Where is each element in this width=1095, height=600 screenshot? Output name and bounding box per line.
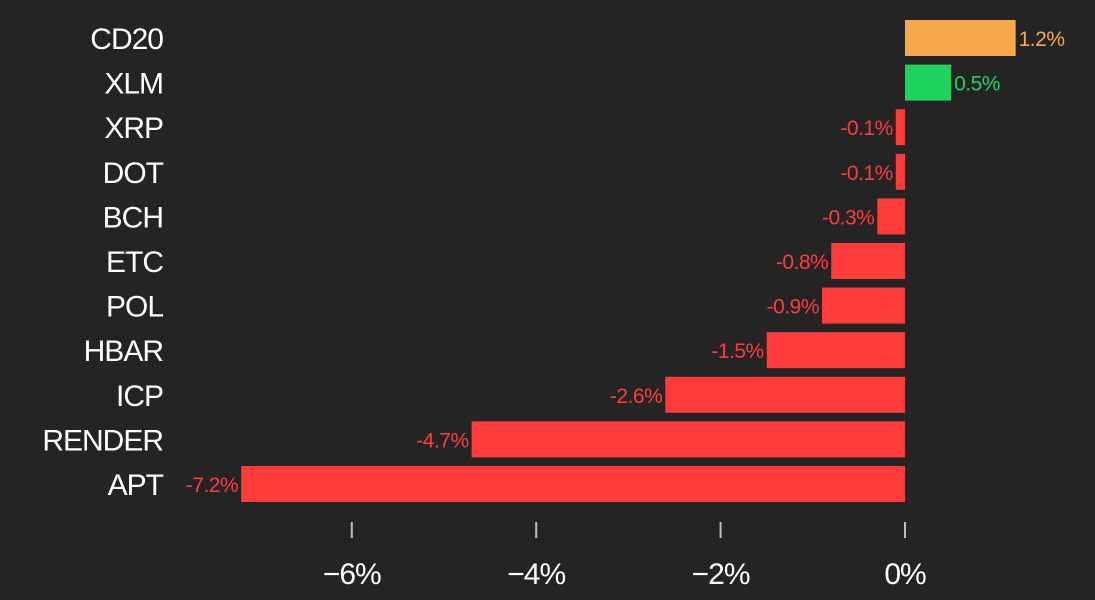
value-label-render: -4.7% xyxy=(416,429,468,452)
bar-bch xyxy=(877,198,905,235)
bar-hbar xyxy=(766,332,905,369)
value-label-apt: -7.2% xyxy=(186,474,238,497)
value-label-pol: -0.9% xyxy=(767,296,819,319)
x-tick-label: −2% xyxy=(692,558,750,591)
bar-dot xyxy=(895,153,905,190)
bar-etc xyxy=(831,243,905,279)
category-label-etc: ETC xyxy=(106,246,163,279)
bar-cd20 xyxy=(905,20,1016,56)
value-label-icp: -2.6% xyxy=(610,385,662,408)
bar-apt xyxy=(241,466,905,502)
value-label-bch: -0.3% xyxy=(822,206,874,229)
value-label-xrp: -0.1% xyxy=(840,117,892,140)
value-label-hbar: -1.5% xyxy=(711,340,763,363)
bar-xrp xyxy=(895,109,905,146)
category-label-hbar: HBAR xyxy=(84,335,164,368)
category-label-bch: BCH xyxy=(103,201,163,234)
value-label-cd20: 1.2% xyxy=(1019,28,1065,51)
bar-icp xyxy=(665,376,905,413)
value-label-xlm: 0.5% xyxy=(954,73,1000,96)
value-label-etc: -0.8% xyxy=(776,251,828,274)
category-label-icp: ICP xyxy=(116,380,163,413)
x-tick-label: −6% xyxy=(323,558,381,591)
bar-pol xyxy=(822,287,905,324)
category-label-apt: APT xyxy=(108,469,164,502)
category-label-xrp: XRP xyxy=(104,112,163,145)
category-label-render: RENDER xyxy=(42,424,163,457)
category-label-pol: POL xyxy=(106,291,163,324)
category-label-xlm: XLM xyxy=(104,68,163,101)
bar-xlm xyxy=(905,64,952,101)
category-label-cd20: CD20 xyxy=(90,23,163,56)
value-label-dot: -0.1% xyxy=(840,162,892,185)
x-tick-label: −4% xyxy=(507,558,565,591)
category-label-dot: DOT xyxy=(103,157,164,190)
bar-render xyxy=(471,421,905,458)
x-tick-label: 0% xyxy=(884,558,926,591)
